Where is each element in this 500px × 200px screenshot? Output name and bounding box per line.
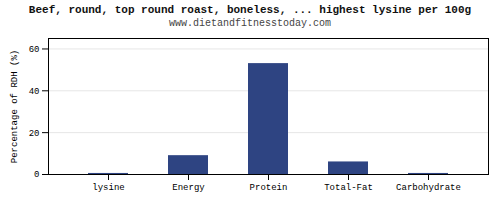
svg-text:lysine: lysine xyxy=(92,183,124,193)
html-text:Beef, round, top round roast,: Beef, round, top round roast, boneless, … xyxy=(28,4,472,16)
svg-text:60: 60 xyxy=(29,45,40,55)
svg-text:Total-Fat: Total-Fat xyxy=(324,183,373,193)
html-text:www.dietandfitnesstoday.com: www.dietandfitnesstoday.com xyxy=(169,18,331,29)
svg-text:Protein: Protein xyxy=(250,183,288,193)
svg-text:Carbohydrate: Carbohydrate xyxy=(396,183,461,193)
svg-text:20: 20 xyxy=(29,129,40,139)
svg-text:0: 0 xyxy=(34,170,39,180)
svg-text:Percentage of RDH (%): Percentage of RDH (%) xyxy=(10,50,20,163)
svg-text:40: 40 xyxy=(29,87,40,97)
svg-text:Energy: Energy xyxy=(172,183,205,193)
